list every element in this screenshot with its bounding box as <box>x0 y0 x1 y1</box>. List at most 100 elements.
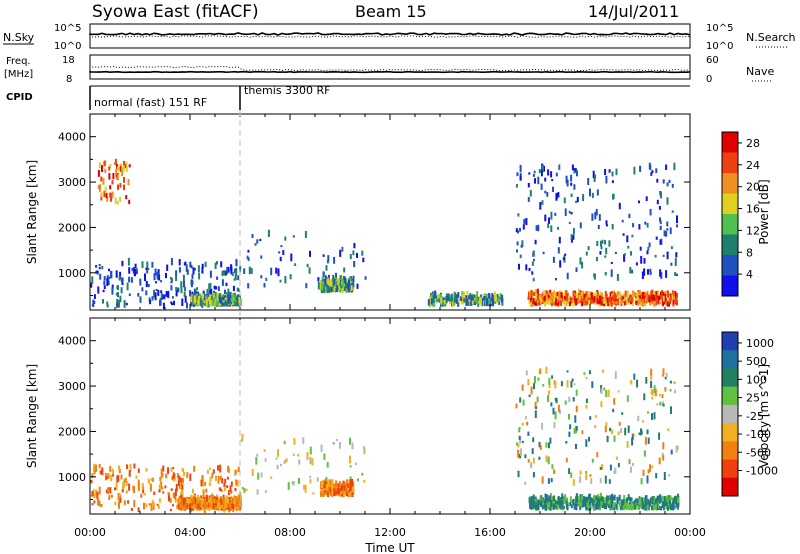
heatmap-cell <box>593 296 596 302</box>
heatmap-cell <box>132 485 135 489</box>
heatmap-cell <box>634 499 636 506</box>
heatmap-cell <box>654 498 657 504</box>
heatmap-cell <box>98 463 101 469</box>
heatmap-cell <box>669 227 672 235</box>
heatmap-cell <box>178 498 181 503</box>
heatmap-cell <box>234 274 237 281</box>
heatmap-cell <box>617 291 619 296</box>
heatmap-cell <box>465 298 468 306</box>
heatmap-cell <box>175 287 178 291</box>
heatmap-cell <box>653 303 656 307</box>
heatmap-cell <box>158 498 161 503</box>
heatmap-cell <box>322 492 325 496</box>
heatmap-cell <box>441 302 444 307</box>
heatmap-cell <box>543 295 546 302</box>
heatmap-cell <box>338 481 341 488</box>
heatmap-cell <box>123 500 126 506</box>
heatmap-cell <box>461 294 464 301</box>
heatmap-cell <box>350 481 352 487</box>
heatmap-cell <box>527 459 530 463</box>
heatmap-cell <box>526 421 529 426</box>
heatmap-cell <box>615 168 618 176</box>
heatmap-cell <box>339 486 342 492</box>
heatmap-cell <box>602 298 605 304</box>
heatmap-cell <box>572 228 575 235</box>
heatmap-cell <box>609 427 612 432</box>
heatmap-cell <box>189 261 192 268</box>
colorbar-tick-label: 12 <box>746 224 760 237</box>
heatmap-cell <box>664 290 667 296</box>
heatmap-cell <box>541 505 544 510</box>
heatmap-cell <box>656 178 659 183</box>
heatmap-cell <box>659 220 662 225</box>
heatmap-cell <box>111 284 114 290</box>
heatmap-cell <box>624 296 627 301</box>
heatmap-cell <box>429 296 431 304</box>
heatmap-cell <box>227 468 230 473</box>
heatmap-cell <box>588 299 591 305</box>
heatmap-cell <box>586 299 589 305</box>
heatmap-cell <box>481 298 484 304</box>
heatmap-cell <box>612 194 614 200</box>
heatmap-cell <box>117 285 119 291</box>
heatmap-cell <box>665 301 668 306</box>
heatmap-cell <box>604 295 607 303</box>
heatmap-cell <box>537 504 540 511</box>
heatmap-cell <box>197 503 200 509</box>
heatmap-cell <box>221 279 224 286</box>
heatmap-cell <box>563 497 566 504</box>
heatmap-cell <box>248 266 251 275</box>
heatmap-cell <box>237 466 240 472</box>
heatmap-cell <box>150 478 153 481</box>
colorbar-segment <box>722 386 738 406</box>
heatmap-cell <box>597 501 600 508</box>
heatmap-cell <box>110 192 113 200</box>
heatmap-cell <box>109 185 112 190</box>
heatmap-cell <box>649 497 652 503</box>
heatmap-cell <box>555 193 558 201</box>
heatmap-cell <box>594 174 597 179</box>
heatmap-cell <box>104 186 107 193</box>
heatmap-cell <box>463 291 466 299</box>
heatmap-cell <box>564 290 567 298</box>
heatmap-cell <box>550 496 553 500</box>
xtick-label: 00:00 <box>674 526 706 539</box>
heatmap-cell <box>185 499 188 503</box>
heatmap-cell <box>231 271 234 276</box>
heatmap-cell <box>650 505 653 511</box>
heatmap-cell <box>574 168 577 173</box>
heatmap-cell <box>622 233 625 236</box>
heatmap-cell <box>125 302 128 306</box>
heatmap-cell <box>91 276 94 284</box>
heatmap-cell <box>617 463 620 468</box>
heatmap-cell <box>119 495 122 503</box>
heatmap-cell <box>339 249 342 257</box>
heatmap-cell <box>540 295 543 302</box>
heatmap-cell <box>118 497 120 501</box>
heatmap-cell <box>547 504 549 510</box>
heatmap-cell <box>663 499 666 506</box>
heatmap-cell <box>576 496 579 503</box>
colorbar-segment <box>722 332 738 351</box>
heatmap-cell <box>548 299 551 305</box>
heatmap-cell <box>243 268 246 274</box>
heatmap-cell <box>201 475 204 482</box>
heatmap-cell <box>431 298 434 307</box>
heatmap-cell <box>673 381 676 384</box>
heatmap-cell <box>175 270 178 277</box>
heatmap-cell <box>332 274 335 283</box>
heatmap-cell <box>224 478 227 484</box>
heatmap-cell <box>628 501 631 506</box>
heatmap-cell <box>595 505 598 510</box>
heatmap-cell <box>134 271 137 274</box>
heatmap-cell <box>247 249 250 253</box>
heatmap-cell <box>280 245 283 248</box>
heatmap-cell <box>661 394 664 399</box>
heatmap-cell <box>560 381 563 387</box>
heatmap-cell <box>159 485 162 491</box>
heatmap-cell <box>151 261 154 268</box>
heatmap-cell <box>636 498 639 506</box>
heatmap-cell <box>476 291 479 299</box>
heatmap-cell <box>666 301 669 307</box>
